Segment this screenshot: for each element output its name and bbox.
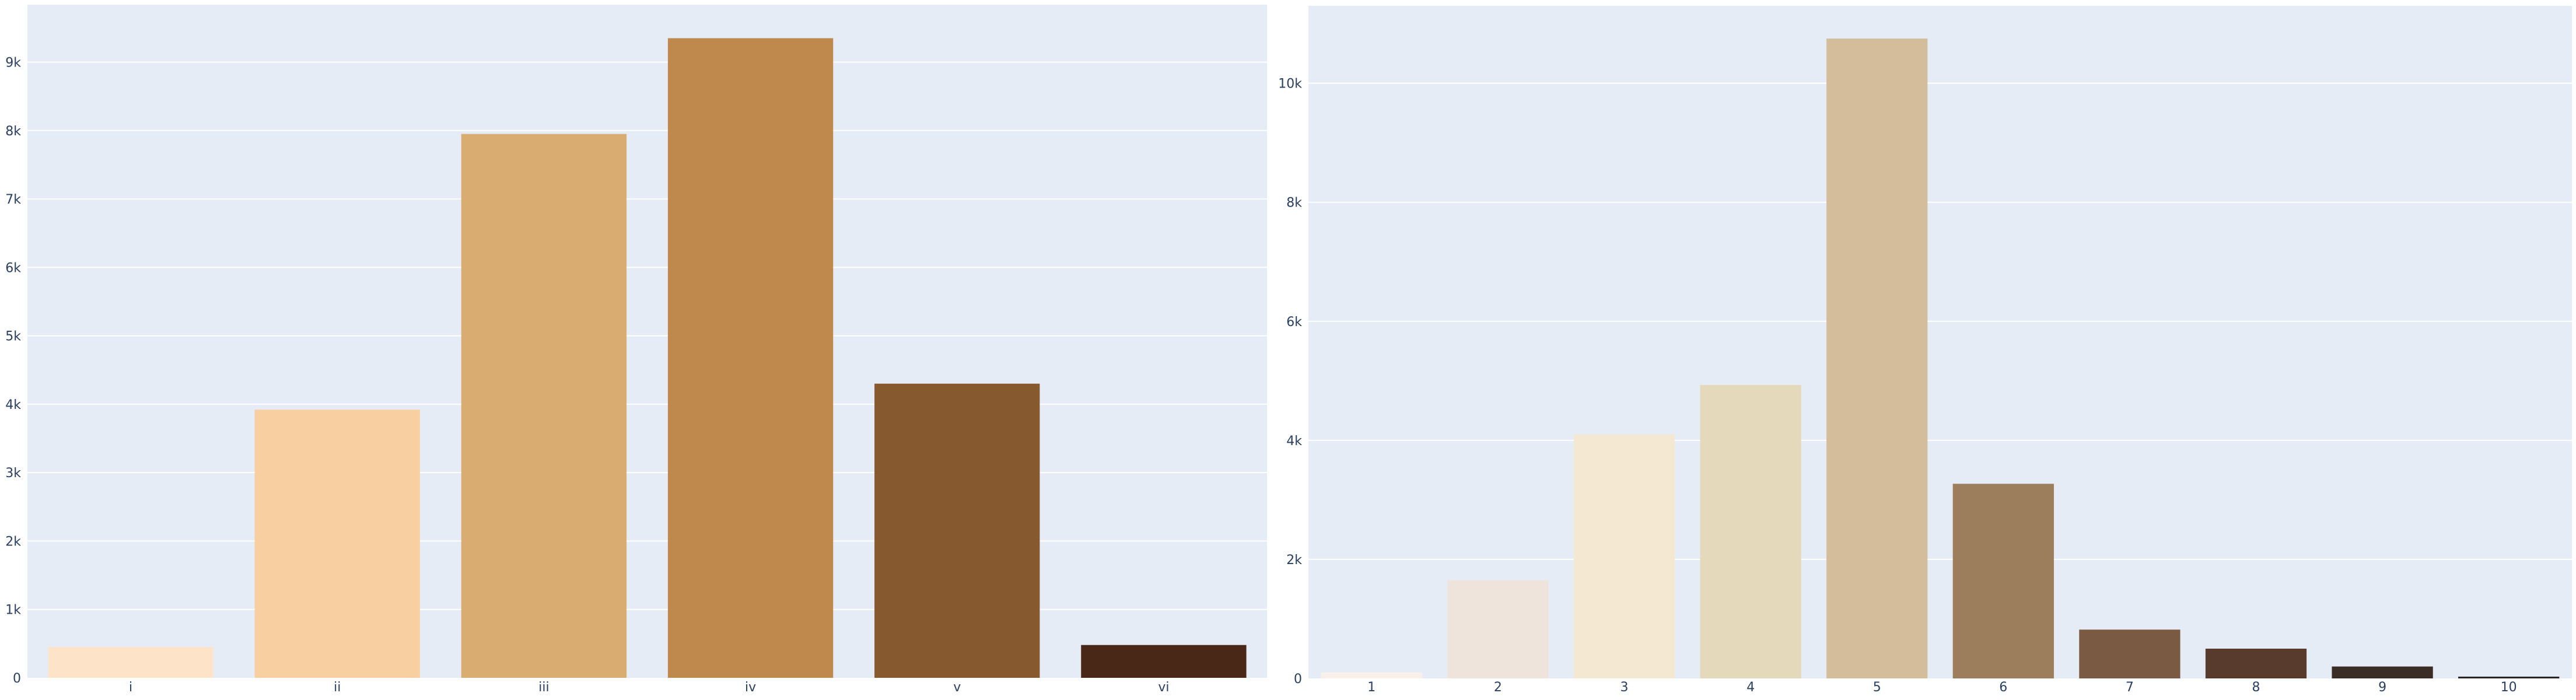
left-xtick-label: i [129,680,132,695]
right-ytick-label: 6k [1286,315,1302,330]
left-ytick-label: 6k [5,261,21,275]
left-plot-area [27,5,1267,678]
right-xtick-label: 8 [2252,680,2260,695]
right-xtick-label: 7 [2126,680,2134,695]
right-bar-4 [1700,384,1801,678]
left-bar-iv [667,38,834,678]
left-ytick-label: 1k [5,603,21,618]
right-bar-10 [2458,676,2560,678]
right-xtick-label: 4 [1746,680,1755,695]
left-xtick-label: v [953,680,961,695]
right-ytick-label: 8k [1286,196,1302,211]
left-ytick-label: 0 [13,671,21,686]
right-ytick-label: 10k [1278,77,1302,92]
right-bar-9 [2332,666,2433,678]
right-bar-2 [1447,580,1549,678]
right-bar-6 [1952,484,2054,678]
right-ytick-label: 2k [1286,553,1302,568]
left-xtick-label: ii [334,680,341,695]
right-xtick-label: 3 [1620,680,1629,695]
right-plot-area [1308,6,2572,678]
right-bar-5 [1826,38,1928,678]
right-xtick-label: 6 [1999,680,2007,695]
left-ytick-label: 2k [5,534,21,549]
left-xtick-label: iii [538,680,549,695]
right-xtick-label: 9 [2378,680,2386,695]
left-bar-ii [254,410,420,678]
right-ytick-label: 4k [1286,434,1302,449]
left-ytick-label: 4k [5,398,21,412]
left-xtick-label: vi [1158,680,1169,695]
left-bar-i [48,647,214,678]
left-bar-iii [461,134,627,678]
left-ytick-label: 5k [5,330,21,344]
right-bar-3 [1573,434,1675,678]
right-bar-7 [2079,629,2180,678]
right-ytick-label: 0 [1294,672,1302,687]
right-bar-1 [1321,672,1422,678]
left-bar-v [874,383,1040,678]
right-chart: 0 2k 4k 6k 8k 10k 1 2 3 4 5 6 7 8 9 10 [1278,6,2572,695]
right-bar-8 [2205,648,2307,678]
left-ytick-label: 8k [5,124,21,139]
right-xtick-label: 1 [1367,680,1376,695]
right-xtick-label: 10 [2501,680,2517,695]
right-xtick-label: 5 [1873,680,1881,695]
left-ytick-label: 9k [5,56,21,71]
left-ytick-label: 3k [5,466,21,481]
left-bar-vi [1081,645,1247,678]
right-xtick-label: 2 [1494,680,1502,695]
left-ytick-label: 7k [5,192,21,207]
left-xtick-label: iv [745,680,756,695]
